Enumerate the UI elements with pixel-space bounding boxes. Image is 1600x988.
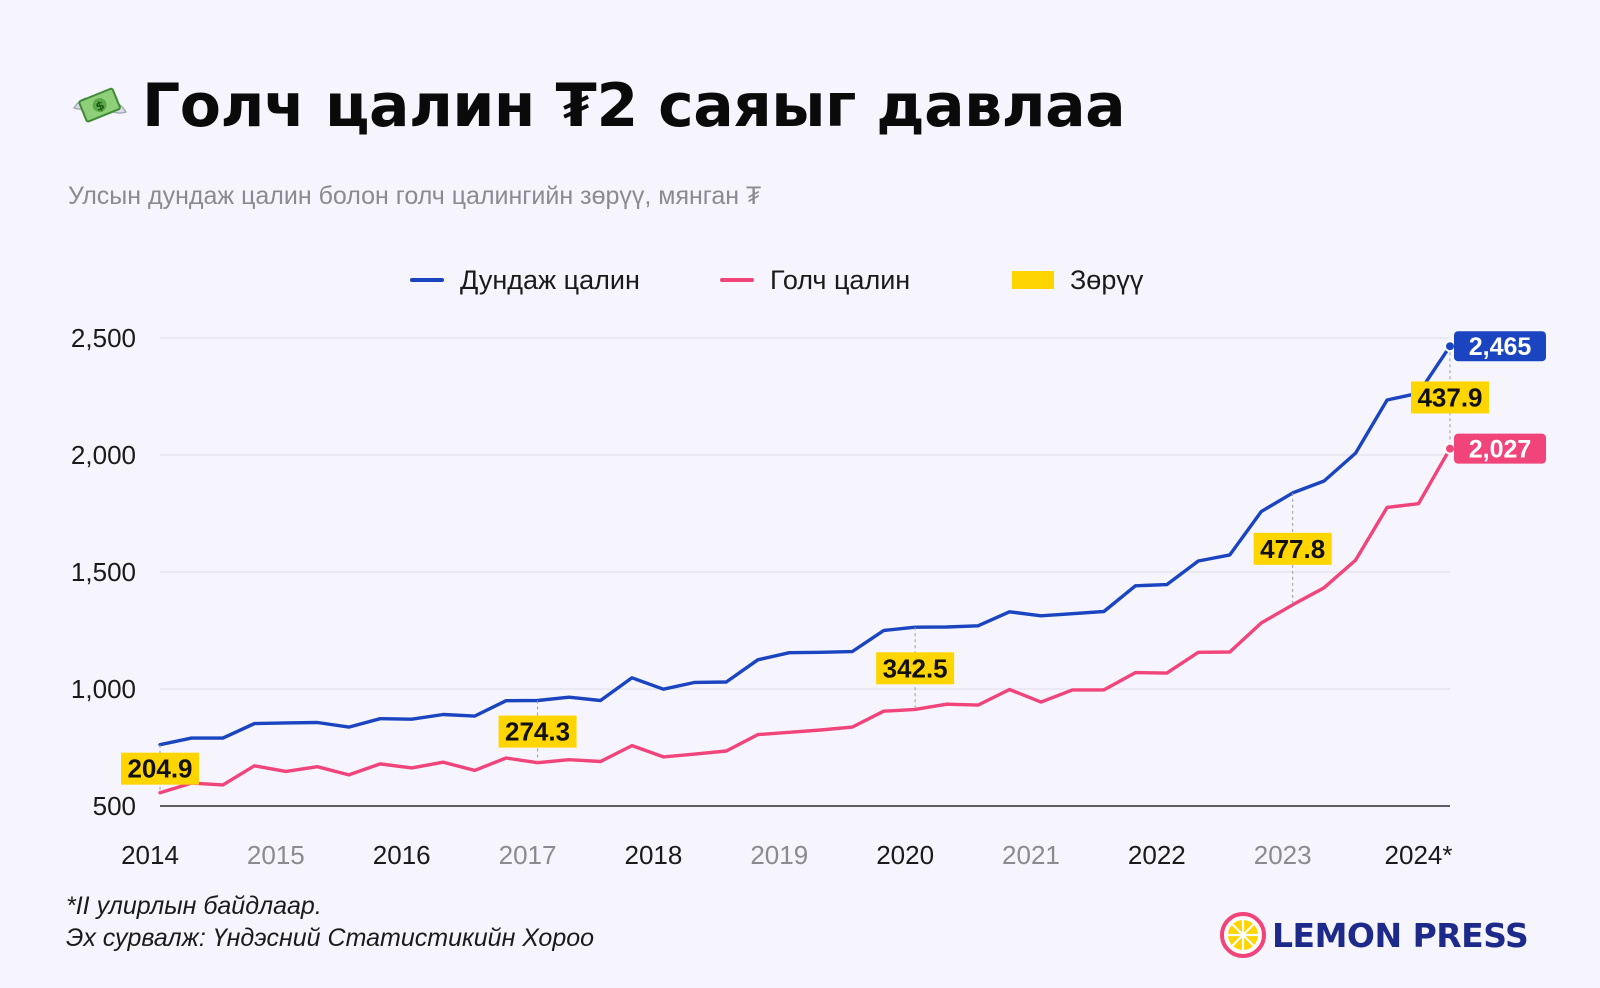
gap-label: 477.8 bbox=[1260, 534, 1325, 564]
footnote-source: Эх сурвалж: Үндэсний Статистикийн Хороо bbox=[66, 924, 595, 952]
series-line-average bbox=[158, 344, 1452, 747]
y-tick-label: 2,000 bbox=[71, 440, 136, 470]
gap-label: 342.5 bbox=[883, 653, 948, 683]
gap-label: 204.9 bbox=[127, 754, 192, 784]
end-value-label: 2,027 bbox=[1469, 436, 1532, 464]
x-tick-label: 2017 bbox=[499, 840, 557, 870]
brand-name: LEMON PRESS bbox=[1272, 915, 1529, 955]
x-tick-label: 2023 bbox=[1254, 840, 1312, 870]
x-tick-label: 2015 bbox=[247, 840, 305, 870]
title-row: $ Голч цалин ₮2 саяыг давлаа bbox=[70, 66, 1126, 146]
legend-label-average: Дундаж цалин bbox=[460, 264, 640, 295]
legend-swatch-gap bbox=[1012, 271, 1054, 289]
legend-swatch-median bbox=[720, 278, 754, 282]
y-tick-label: 2,500 bbox=[71, 323, 136, 353]
end-label-box bbox=[1454, 433, 1546, 464]
legend-item-median: Голч цалин bbox=[720, 262, 910, 298]
y-tick-label: 500 bbox=[93, 791, 136, 821]
legend-item-average: Дундаж цалин bbox=[410, 262, 640, 298]
x-tick-label: 2022 bbox=[1128, 840, 1186, 870]
gap-label: 274.3 bbox=[505, 717, 570, 747]
gap-label: 437.9 bbox=[1417, 382, 1482, 412]
gap-label-box bbox=[1253, 532, 1332, 565]
footnotes: *II улирлын байдлаар. Эх сурвалж: Үндэсн… bbox=[66, 890, 594, 954]
gap-label-box bbox=[498, 715, 577, 748]
series-line-median bbox=[158, 447, 1452, 795]
y-tick-label: 1,500 bbox=[71, 557, 136, 587]
end-point-marker bbox=[1444, 442, 1456, 455]
legend: Дундаж цалин Голч цалин Зөрүү bbox=[0, 262, 1600, 298]
x-tick-label: 2016 bbox=[373, 840, 431, 870]
brand: LEMON PRESS bbox=[1220, 912, 1529, 958]
end-point-marker bbox=[1444, 340, 1456, 353]
gap-label-box bbox=[121, 752, 199, 785]
x-tick-label: 2021 bbox=[1002, 840, 1060, 870]
legend-label-median: Голч цалин bbox=[770, 264, 911, 295]
gap-label-box bbox=[876, 652, 955, 685]
legend-label-gap: Зөрүү bbox=[1070, 264, 1144, 295]
chart-title: Голч цалин ₮2 саяыг давлаа bbox=[142, 71, 1126, 141]
y-tick-label: 1,000 bbox=[71, 674, 136, 704]
x-tick-label: 2014 bbox=[121, 840, 179, 870]
x-tick-label: 2024* bbox=[1385, 840, 1453, 870]
lemon-slice-icon bbox=[1220, 912, 1266, 958]
money-with-wings-icon: $ bbox=[73, 87, 127, 123]
x-tick-label: 2019 bbox=[750, 840, 808, 870]
x-tick-label: 2018 bbox=[624, 840, 682, 870]
chart-subtitle: Улсын дундаж цалин болон голч цалингийн … bbox=[68, 182, 762, 210]
end-label-box bbox=[1454, 331, 1546, 362]
footnote-period: *II улирлын байдлаар. bbox=[66, 892, 322, 920]
end-value-label: 2,465 bbox=[1469, 333, 1532, 361]
x-tick-label: 2020 bbox=[876, 840, 934, 870]
gap-label-box bbox=[1411, 381, 1489, 414]
legend-swatch-average bbox=[410, 278, 444, 282]
legend-item-gap: Зөрүү bbox=[1012, 262, 1143, 298]
